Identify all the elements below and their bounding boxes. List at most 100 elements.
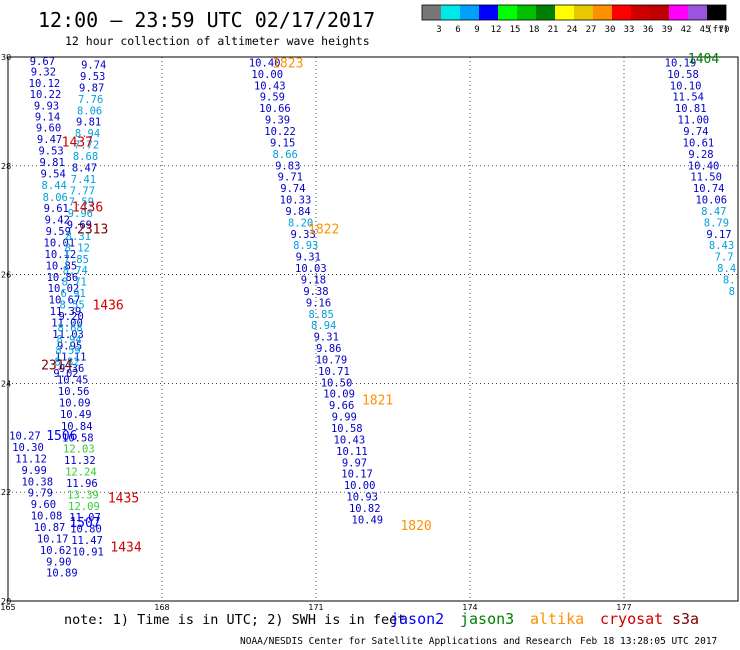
- wave-height-label: 8.55: [60, 300, 85, 312]
- wave-height-label: 8.94: [311, 320, 336, 332]
- wave-height-label: 9.20: [58, 311, 83, 323]
- wave-height-label: 9.59: [260, 92, 285, 104]
- colorbar-swatch: [422, 5, 441, 20]
- wave-height-label: 9.87: [79, 82, 104, 94]
- wave-height-label: 10.19: [665, 57, 697, 69]
- colorbar-swatch: [612, 5, 631, 20]
- wave-height-label: 9.32: [31, 67, 56, 79]
- colorbar-tick-label: 27: [586, 25, 597, 35]
- wave-height-label: 9.69: [67, 220, 92, 232]
- wave-height-label: 10.81: [675, 103, 707, 115]
- wave-height-label: 10.58: [331, 423, 363, 435]
- wave-height-label: 10.89: [46, 568, 78, 580]
- legend-item-jason2: jason2: [390, 610, 444, 628]
- wave-height-label: 8.20: [288, 217, 313, 229]
- wave-height-label: 10.38: [21, 476, 53, 488]
- wave-height-label: 8.74: [63, 265, 88, 277]
- wave-height-label: 10.43: [334, 434, 366, 446]
- wave-height-label: 10.06: [695, 195, 727, 207]
- colorbar-swatch: [479, 5, 498, 20]
- colorbar-swatch: [441, 5, 460, 20]
- wave-height-label: 10.43: [254, 80, 286, 92]
- wave-height-label: 10.50: [321, 377, 353, 389]
- wave-height-label: 10.08: [31, 511, 63, 523]
- legend-item-s3a: s3a: [672, 610, 699, 628]
- colorbar-swatch: [555, 5, 574, 20]
- wave-height-label: 10.61: [683, 137, 715, 149]
- colorbar-tick-label: 33: [624, 25, 635, 35]
- colorbar-swatch: [460, 5, 479, 20]
- time-label: 1820: [400, 519, 431, 534]
- wave-height-label: 10.01: [44, 238, 76, 250]
- wave-height-label: 8.: [723, 274, 736, 286]
- wave-height-label: 9.95: [57, 340, 82, 352]
- wave-height-label: 10.79: [316, 354, 348, 366]
- wave-height-label: 11.50: [690, 172, 722, 184]
- wave-height-label: 9.36: [59, 363, 84, 375]
- wave-height-label: 9.74: [280, 183, 305, 195]
- colorbar-tick-label: 36: [643, 25, 654, 35]
- colorbar-swatch: [631, 5, 650, 20]
- wave-height-label: 11.12: [15, 453, 47, 465]
- wave-height-label: 8.12: [65, 242, 90, 254]
- wave-height-label: 9.18: [301, 274, 326, 286]
- wave-height-label: 11.00: [51, 317, 83, 329]
- wave-height-label: 8.85: [308, 309, 333, 321]
- wave-height-label: 9.38: [303, 286, 328, 298]
- wave-height-label: 9.99: [332, 412, 357, 424]
- wave-height-label: 11.39: [50, 306, 82, 318]
- wave-height-label: 9.60: [36, 123, 61, 135]
- wave-height-label: 9.81: [39, 157, 64, 169]
- wave-height-label: 10.58: [62, 432, 94, 444]
- wave-height-label: 8.68: [57, 322, 82, 334]
- wave-height-label: 9.59: [46, 226, 71, 238]
- wave-height-label: 8.94: [56, 334, 81, 346]
- wave-height-label: 9.99: [22, 465, 47, 477]
- wave-height-label: 12.03: [63, 444, 95, 456]
- x-tick-label: 168: [154, 603, 169, 612]
- wave-height-label: 11.32: [64, 455, 96, 467]
- wave-height-label: 10.56: [58, 386, 90, 398]
- wave-height-label: 10.00: [344, 480, 376, 492]
- wave-height-label: 9.96: [68, 208, 93, 220]
- wave-height-label: 10.17: [341, 469, 373, 481]
- wave-height-label: 10.58: [667, 69, 699, 81]
- wave-height-label: 10.30: [12, 442, 44, 454]
- wave-height-label: 13.39: [67, 489, 99, 501]
- time-label: 1436: [92, 299, 123, 314]
- y-tick-labels: 20 22 24 26 28 30: [1, 53, 11, 606]
- legend: jason2 jason3 altika cryosat s3a: [390, 610, 699, 628]
- y-tick-label: 20: [1, 597, 11, 606]
- wave-height-label: 6.91: [61, 288, 86, 300]
- wave-height-label: 9.02: [53, 368, 78, 380]
- wave-height-label: 9.84: [285, 206, 310, 218]
- x-tick-label: 165: [0, 603, 15, 612]
- time-label: 1823: [272, 56, 303, 71]
- wave-height-label: 9.53: [80, 71, 105, 83]
- wave-height-label: 7.7: [715, 252, 734, 264]
- wave-height-label: 10.00: [251, 69, 283, 81]
- y-tick-label: 28: [1, 162, 11, 171]
- wave-height-label: 10.45: [57, 375, 89, 387]
- wave-height-label: 10.03: [295, 263, 327, 275]
- colorbar-tick-label: 18: [529, 25, 540, 35]
- x-tick-label: 174: [462, 603, 477, 612]
- wave-height-label: 11.03: [52, 329, 84, 341]
- time-label: 1506: [46, 429, 77, 444]
- wave-height-label: 8: [729, 286, 735, 298]
- colorbar-swatch: [669, 5, 688, 20]
- wave-height-label: 10.40: [688, 160, 720, 172]
- time-label: 1437: [62, 135, 93, 150]
- wave-height-label: 9.39: [265, 115, 290, 127]
- wave-height-label: 9.74: [81, 60, 106, 72]
- wave-height-label: 9.81: [76, 117, 101, 129]
- time-label: 1507: [69, 516, 100, 531]
- wave-height-label: 10.11: [336, 446, 368, 458]
- colorbar: 3 6 9 12 15 18 21 24 27 30 33 36 39 42 45 70(ft): [421, 4, 729, 35]
- x-tick-labels: 165 168 171 174 177: [0, 603, 631, 612]
- wave-height-label: 8.94: [75, 128, 100, 140]
- colorbar-tick-label: 12: [491, 25, 502, 35]
- y-tick-label: 26: [1, 271, 11, 280]
- wave-height-label: 8.06: [77, 105, 102, 117]
